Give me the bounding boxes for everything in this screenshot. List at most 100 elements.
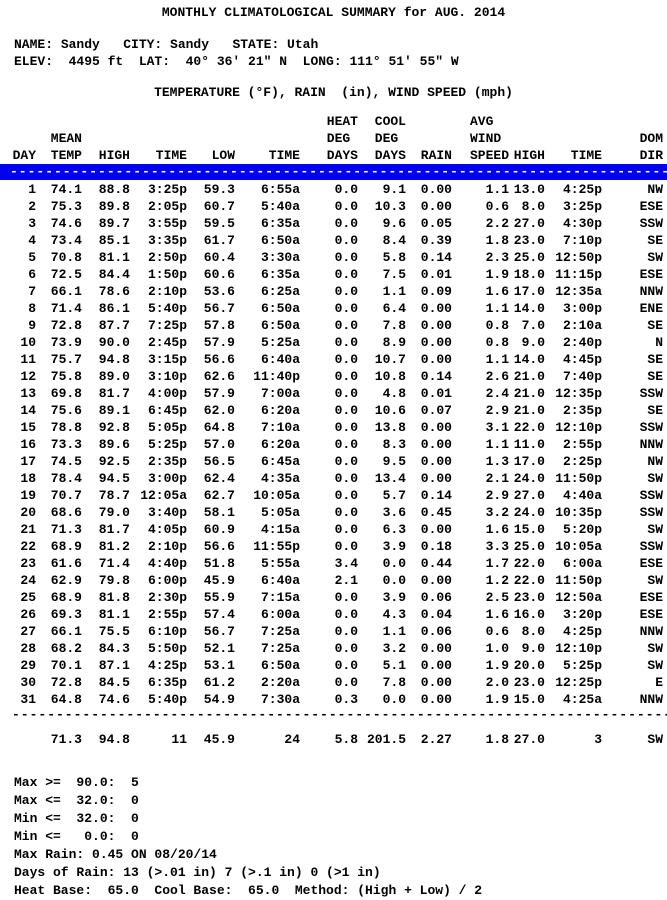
cell: 72.5: [50, 267, 82, 282]
cell: 89.7: [98, 216, 130, 231]
column-header-label: TIME: [570, 148, 602, 163]
stat-line: Max <= 32.0: 0: [14, 793, 139, 808]
cell: 64.8: [50, 692, 82, 707]
cell: 84.3: [98, 641, 130, 656]
cell: 7.0: [521, 318, 545, 333]
cell: 62.4: [203, 471, 235, 486]
cell: 3:10p: [147, 369, 187, 384]
cell: 0.0: [334, 437, 358, 452]
cell: 81.1: [98, 607, 130, 622]
cell: 12:25p: [555, 675, 602, 690]
separator-dashes: ----------------------------------------…: [12, 707, 667, 722]
cell: 2:10a: [562, 318, 602, 333]
cell: 1.7: [485, 556, 509, 571]
cell: 3:00p: [562, 301, 602, 316]
cell: 0.45: [420, 505, 452, 520]
cell: 0.09: [420, 284, 452, 299]
cell: ESE: [639, 590, 663, 605]
cell: 17.0: [513, 284, 545, 299]
cell: 56.7: [203, 301, 235, 316]
cell: ESE: [639, 607, 663, 622]
cell: 2:35p: [562, 403, 602, 418]
cell: 2:55p: [147, 607, 187, 622]
table-row: 12 75.8 89.0 3:10p 62.6 11:40p 0.0 10.8 0.14 2.6 2…: [0, 367, 667, 384]
cell: 0.0: [334, 641, 358, 656]
cell: 69.3: [50, 607, 82, 622]
selected-separator-row[interactable]: ----------------------------------------…: [0, 164, 667, 180]
cell: 10.7: [374, 352, 406, 367]
cell: 1:50p: [147, 267, 187, 282]
cell: 27.0: [513, 216, 545, 231]
cell: 60.9: [203, 522, 235, 537]
cell: 60.6: [203, 267, 235, 282]
city-label: CITY:: [123, 37, 163, 52]
summary-cell: 3: [594, 732, 602, 747]
cell: 4:25p: [562, 624, 602, 639]
cell: 7:25p: [147, 318, 187, 333]
cell: 5:25p: [147, 437, 187, 452]
cell: 56.6: [203, 539, 235, 554]
cell: NNW: [639, 692, 663, 707]
cell: 57.9: [203, 386, 235, 401]
cell: 6:50a: [260, 318, 300, 333]
column-header: LOW: [191, 113, 239, 164]
cell: 81.1: [98, 250, 130, 265]
table-row: 24 62.9 79.8 6:00p 45.9 6:40a 2.1 0.0 0.00 1.2 22.…: [0, 571, 667, 588]
table-row: 27 66.1 75.5 6:10p 56.7 7:25a 0.0 1.1 0.06 0.6 8.0…: [0, 622, 667, 639]
cell: 6:45a: [260, 454, 300, 469]
cell: 13: [20, 386, 36, 401]
cell: SE: [647, 352, 663, 367]
cell: 24.0: [513, 505, 545, 520]
cell: 16.0: [513, 607, 545, 622]
cell: 3:25p: [562, 199, 602, 214]
cell: 0.14: [420, 488, 452, 503]
cell: 0.0: [334, 301, 358, 316]
state-value: Utah: [287, 37, 319, 52]
cell: 81.2: [98, 539, 130, 554]
cell: 45.9: [203, 573, 235, 588]
cell: 0.0: [334, 505, 358, 520]
cell: 0.0: [334, 233, 358, 248]
cell: 31: [20, 692, 36, 707]
cell: 12: [20, 369, 36, 384]
cell: 56.6: [203, 352, 235, 367]
cell: SW: [647, 471, 663, 486]
summary-cell: 27.0: [513, 732, 545, 747]
cell: 74.5: [50, 454, 82, 469]
cell: 10:35p: [555, 505, 602, 520]
cell: 4.3: [382, 607, 406, 622]
cell: 8.0: [521, 199, 545, 214]
cell: 3.9: [382, 539, 406, 554]
cell: 78.6: [98, 284, 130, 299]
cell: 7.5: [382, 267, 406, 282]
cell: SE: [647, 369, 663, 384]
cell: 53.6: [203, 284, 235, 299]
cell: ESE: [639, 267, 663, 282]
cell: 24.0: [513, 471, 545, 486]
cell: NW: [647, 182, 663, 197]
cell: 0.00: [420, 454, 452, 469]
table-row: 4 73.4 85.1 3:35p 61.7 6:50a 0.0 8.4 0.39 1.8 23.0…: [0, 231, 667, 248]
column-header: TIME: [239, 113, 304, 164]
cell: 88.8: [98, 182, 130, 197]
cell: 0.0: [334, 607, 358, 622]
cell: 1.3: [485, 454, 509, 469]
cell: 2:55p: [562, 437, 602, 452]
table-row: 3 74.6 89.7 3:55p 59.5 6:35a 0.0 9.6 0.05 2.2 27.0…: [0, 214, 667, 231]
cell: 6:35a: [260, 267, 300, 282]
cell: 4:30p: [562, 216, 602, 231]
cell: 26: [20, 607, 36, 622]
state-label: STATE:: [232, 37, 280, 52]
cell: 10.3: [374, 199, 406, 214]
cell: 12:10p: [555, 641, 602, 656]
column-header: DOM DIR: [606, 113, 667, 164]
cell: 17.0: [513, 454, 545, 469]
cell: 7:15a: [260, 590, 300, 605]
cell: 78.7: [98, 488, 130, 503]
cell: 0.8: [485, 318, 509, 333]
cell: 25: [20, 590, 36, 605]
cell: 2:50p: [147, 250, 187, 265]
cell: 3.2: [382, 641, 406, 656]
cell: 2.0: [485, 675, 509, 690]
cell: 79.8: [98, 573, 130, 588]
